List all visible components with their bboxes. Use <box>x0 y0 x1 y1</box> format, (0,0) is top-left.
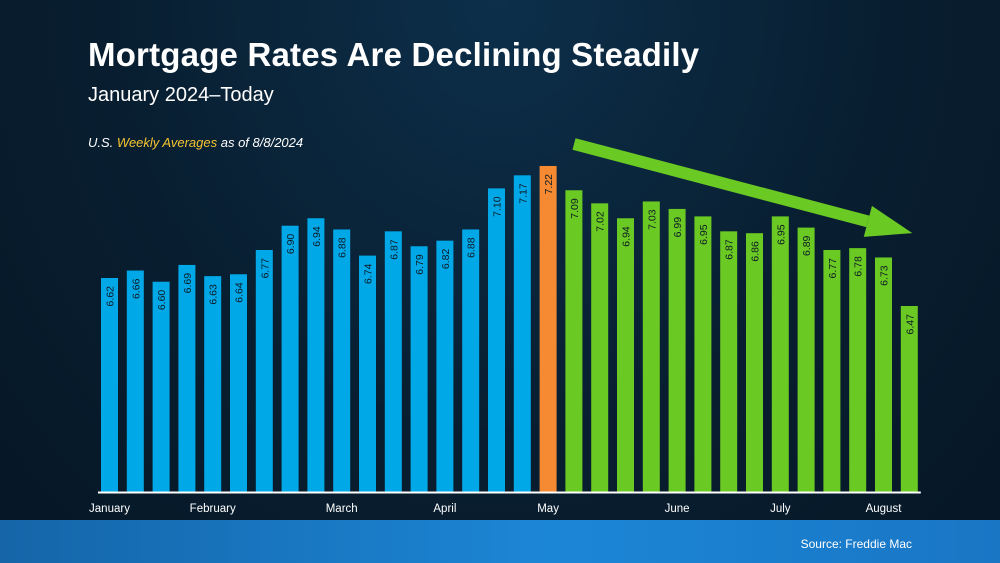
month-label: March <box>326 503 358 515</box>
data-label: 6.94 <box>621 226 633 247</box>
data-label: 6.87 <box>724 239 736 260</box>
chart-subtitle: January 2024–Today <box>88 84 274 106</box>
data-label: 6.69 <box>182 273 194 294</box>
bar <box>900 306 918 492</box>
data-label: 7.10 <box>492 196 504 217</box>
data-label: 6.95 <box>698 224 710 245</box>
data-label: 6.88 <box>466 237 478 258</box>
bar <box>230 274 247 492</box>
data-label: 6.62 <box>105 286 117 307</box>
bar <box>333 229 351 492</box>
trend-arrow-shaft <box>572 138 870 228</box>
chart-title: Mortgage Rates Are Declining Steadily <box>88 36 700 73</box>
month-label: January <box>89 503 130 515</box>
bar <box>410 246 428 492</box>
bar <box>126 270 144 492</box>
bar <box>849 248 867 492</box>
bar <box>591 203 609 492</box>
data-label: 6.47 <box>904 314 916 335</box>
bar <box>539 165 557 493</box>
bar <box>488 188 505 492</box>
data-label: 6.73 <box>879 265 891 286</box>
trend-arrow <box>572 138 913 237</box>
data-label: 7.22 <box>543 174 555 195</box>
data-label: 7.17 <box>517 183 529 204</box>
bar <box>694 216 712 493</box>
bar <box>823 249 841 492</box>
bar <box>178 264 196 492</box>
data-label: 6.95 <box>775 224 787 245</box>
bar <box>720 231 738 492</box>
data-label: 6.89 <box>801 235 813 256</box>
data-label: 6.86 <box>750 241 762 262</box>
bar <box>204 276 222 492</box>
bar <box>642 201 660 492</box>
bar <box>771 216 789 493</box>
bar <box>617 218 634 493</box>
data-label: 6.82 <box>440 249 452 270</box>
month-label: May <box>537 503 559 515</box>
bar <box>436 240 454 492</box>
note-suffix: as of 8/8/2024 <box>217 135 304 150</box>
note-prefix: U.S. <box>88 135 117 150</box>
bar <box>255 249 273 492</box>
bar <box>797 227 815 492</box>
bar <box>101 278 118 492</box>
bar <box>384 231 402 492</box>
bar <box>152 281 170 492</box>
source-text: Source: Freddie Mac <box>800 537 912 551</box>
data-label: 6.90 <box>285 234 297 255</box>
bars <box>101 165 918 493</box>
data-label: 6.60 <box>156 290 168 311</box>
data-label: 6.74 <box>363 263 375 284</box>
data-label: 6.94 <box>311 226 323 247</box>
bar <box>668 208 686 492</box>
month-labels: January February March April May June July Augu… <box>89 503 902 515</box>
chart-note: U.S. Weekly Averages as of 8/8/2024 <box>88 135 303 150</box>
bar <box>281 225 299 492</box>
data-label: 6.66 <box>130 278 142 299</box>
data-label: 7.02 <box>595 211 607 232</box>
bar <box>875 257 892 492</box>
footer-band <box>0 520 1000 563</box>
data-label: 6.99 <box>672 217 684 238</box>
bar <box>462 229 480 492</box>
data-label: 6.77 <box>827 258 839 279</box>
bar <box>307 218 325 493</box>
bar <box>359 255 376 492</box>
month-label: August <box>866 503 903 515</box>
note-highlight: Weekly Averages <box>116 135 218 150</box>
bar <box>746 233 763 492</box>
data-label: 7.09 <box>569 198 581 219</box>
month-label: February <box>190 503 236 515</box>
data-label: 6.64 <box>234 282 246 303</box>
month-label: July <box>770 503 791 515</box>
data-label: 7.03 <box>646 209 658 230</box>
bar-chart: 6.62 6.66 6.60 6.69 6.63 6.64 6.77 6.90 6.94 6.88… <box>89 138 918 515</box>
data-label: 6.87 <box>388 239 400 260</box>
data-label: 6.78 <box>853 256 865 277</box>
bar <box>513 175 531 492</box>
data-label: 6.79 <box>414 254 426 275</box>
bar <box>565 190 583 492</box>
month-label: June <box>665 503 690 515</box>
data-label: 6.88 <box>337 237 349 258</box>
month-label: April <box>433 503 456 515</box>
data-labels: 6.62 6.66 6.60 6.69 6.63 6.64 6.77 6.90 6.94 6.88… <box>105 174 917 335</box>
data-label: 6.77 <box>259 258 271 279</box>
data-label: 6.63 <box>208 284 220 305</box>
trend-arrow-head <box>863 205 913 237</box>
